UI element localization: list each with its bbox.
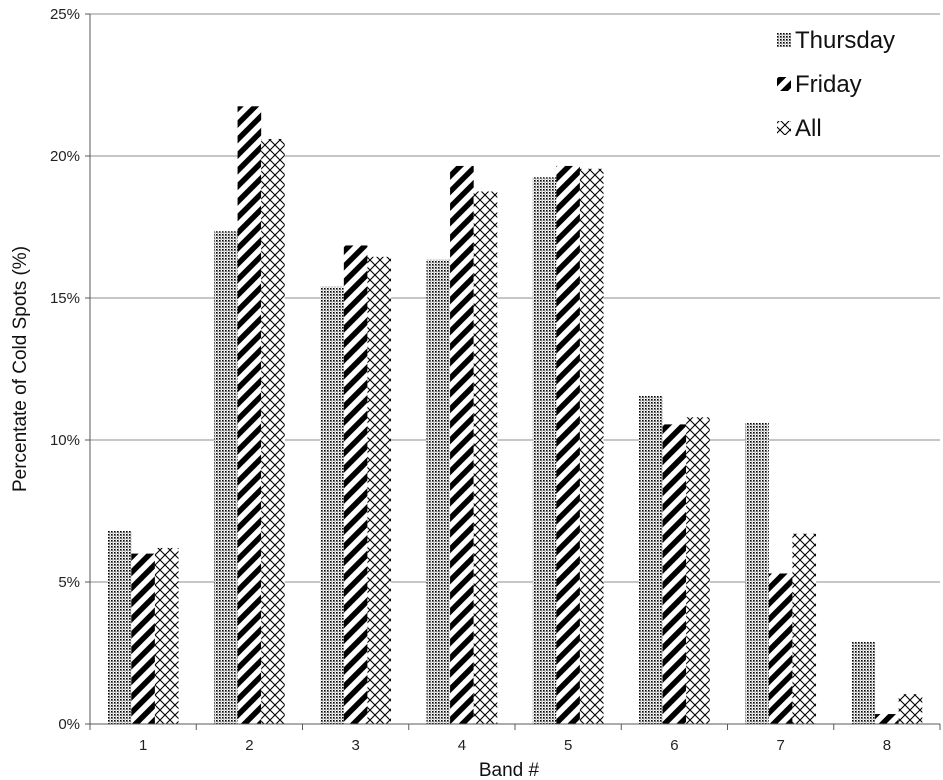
bar-series (107, 106, 923, 725)
bar-all-band-7 (792, 533, 817, 724)
bar-thursday-band-6 (638, 395, 663, 724)
bar-friday-band-1 (131, 553, 155, 724)
axes (85, 13, 941, 730)
legend-label-all: All (795, 115, 822, 142)
bar-friday-band-4 (450, 165, 474, 724)
bar-friday-band-5 (556, 165, 580, 724)
x-axis-title: Band # (479, 760, 540, 780)
legend-label-friday: Friday (795, 71, 862, 98)
bar-all-band-1 (154, 547, 179, 724)
bar-friday-band-6 (662, 424, 687, 724)
y-tick-label: 15% (50, 290, 80, 307)
bar-thursday-band-2 (213, 231, 238, 724)
bar-friday-band-3 (343, 245, 368, 724)
bar-thursday-band-5 (532, 177, 557, 725)
bar-all-band-5 (579, 168, 604, 724)
bar-friday-band-7 (768, 573, 793, 724)
x-tick-label: 2 (245, 737, 253, 754)
legend-swatch-thursday (777, 33, 791, 47)
bar-thursday-band-8 (851, 641, 876, 724)
x-tick-label: 7 (776, 737, 784, 754)
y-axis-title: Percentate of Cold Spots (%) (10, 246, 31, 492)
legend-label-thursday: Thursday (795, 27, 895, 54)
bar-friday-band-2 (237, 106, 262, 725)
x-tick-label: 4 (458, 737, 466, 754)
legend: Thursday Friday All (777, 27, 895, 142)
bar-all-band-8 (898, 694, 923, 724)
bar-thursday-band-3 (320, 286, 344, 724)
y-tick-label: 25% (50, 6, 80, 23)
x-tick-labels: 1 2 3 4 5 6 7 8 (139, 737, 891, 754)
x-tick-label: 8 (883, 737, 891, 754)
bar-thursday-band-4 (426, 259, 451, 724)
bar-all-band-3 (367, 256, 392, 724)
bar-all-band-4 (473, 191, 498, 724)
legend-swatch-friday (777, 77, 791, 91)
y-tick-label: 10% (50, 432, 80, 449)
legend-swatch-all (777, 121, 791, 135)
x-tick-label: 6 (670, 737, 678, 754)
bar-thursday-band-7 (745, 422, 769, 724)
x-tick-label: 5 (564, 737, 572, 754)
x-tick-label: 1 (139, 737, 147, 754)
bar-all-band-2 (261, 138, 285, 724)
y-tick-label: 5% (58, 574, 80, 591)
bar-all-band-6 (686, 417, 710, 724)
bar-thursday-band-1 (107, 530, 132, 724)
y-tick-labels: 0% 5% 10% 15% 20% 25% (50, 6, 80, 733)
bar-friday-band-8 (875, 714, 899, 724)
x-tick-label: 3 (351, 737, 359, 754)
y-tick-label: 0% (58, 716, 80, 733)
y-tick-label: 20% (50, 148, 80, 165)
